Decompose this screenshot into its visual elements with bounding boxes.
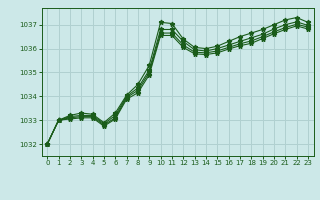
Text: Graphe pression niveau de la mer (hPa): Graphe pression niveau de la mer (hPa): [48, 179, 272, 189]
